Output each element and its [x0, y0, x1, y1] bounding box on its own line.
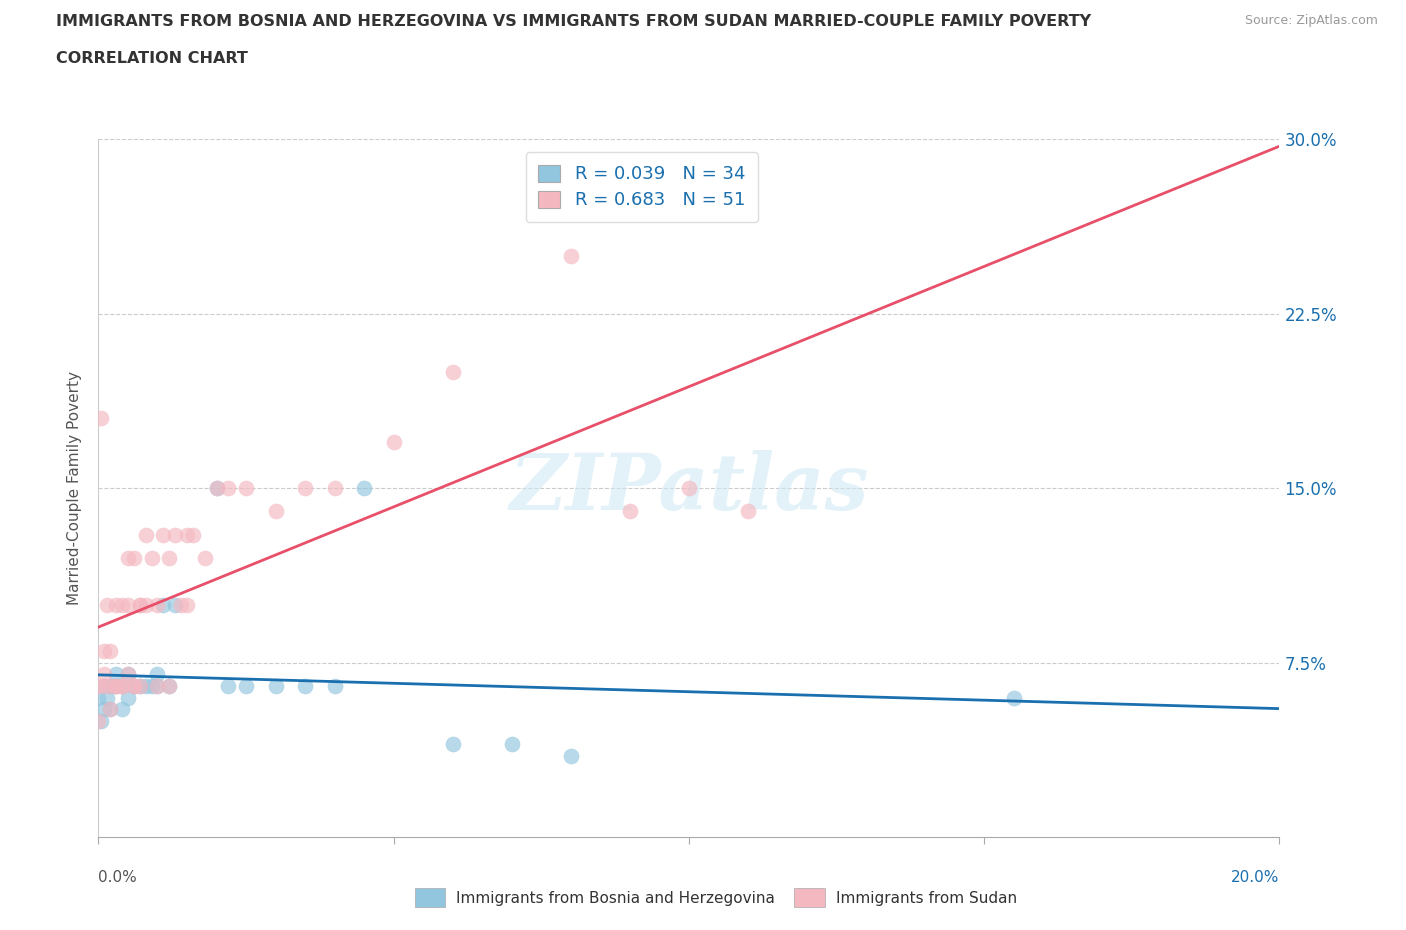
Point	[619, 504, 641, 519]
Point	[98, 701, 121, 716]
Point	[560, 748, 582, 763]
Point	[93, 679, 115, 694]
Point	[146, 597, 169, 612]
Point	[235, 679, 257, 694]
Text: IMMIGRANTS FROM BOSNIA AND HERZEGOVINA VS IMMIGRANTS FROM SUDAN MARRIED-COUPLE F: IMMIGRANTS FROM BOSNIA AND HERZEGOVINA V…	[56, 14, 1091, 29]
Point	[176, 527, 198, 542]
Point	[93, 679, 115, 694]
Point	[135, 597, 157, 612]
Point	[217, 481, 239, 496]
Point	[105, 679, 128, 694]
Point	[323, 481, 346, 496]
Point	[146, 667, 169, 682]
Point	[382, 434, 405, 449]
Point	[141, 551, 163, 565]
Point	[205, 481, 228, 496]
Point	[146, 679, 169, 694]
Point	[93, 644, 115, 658]
Point	[294, 481, 316, 496]
Point	[117, 667, 139, 682]
Point	[264, 679, 287, 694]
Point	[111, 597, 134, 612]
Point	[235, 481, 257, 496]
Point	[111, 701, 134, 716]
Point	[176, 597, 198, 612]
Point	[93, 701, 115, 716]
Point	[135, 527, 157, 542]
Point	[122, 551, 145, 565]
Point	[117, 551, 139, 565]
Point	[111, 679, 134, 694]
Point	[157, 679, 180, 694]
Point	[135, 679, 157, 694]
Point	[128, 679, 150, 694]
Point	[122, 679, 145, 694]
Point	[87, 690, 110, 705]
Point	[128, 597, 150, 612]
Point	[90, 411, 112, 426]
Point	[157, 551, 180, 565]
Point	[217, 679, 239, 694]
Point	[181, 527, 204, 542]
Point	[152, 527, 174, 542]
Point	[105, 667, 128, 682]
Legend: R = 0.039   N = 34, R = 0.683   N = 51: R = 0.039 N = 34, R = 0.683 N = 51	[526, 152, 758, 222]
Text: 20.0%: 20.0%	[1232, 870, 1279, 884]
Y-axis label: Married-Couple Family Poverty: Married-Couple Family Poverty	[67, 371, 83, 605]
Point	[96, 690, 118, 705]
Point	[1002, 690, 1025, 705]
Text: 0.0%: 0.0%	[98, 870, 138, 884]
Point	[678, 481, 700, 496]
Point	[98, 644, 121, 658]
Point	[165, 597, 187, 612]
Point	[117, 690, 139, 705]
Point	[93, 667, 115, 682]
Point	[353, 481, 375, 496]
Text: Immigrants from Bosnia and Herzegovina: Immigrants from Bosnia and Herzegovina	[457, 891, 775, 906]
Point	[194, 551, 217, 565]
Point	[105, 679, 128, 694]
Point	[264, 504, 287, 519]
Point	[152, 597, 174, 612]
Point	[96, 597, 118, 612]
Text: Source: ZipAtlas.com: Source: ZipAtlas.com	[1244, 14, 1378, 27]
Point	[205, 481, 228, 496]
Point	[737, 504, 759, 519]
Point	[157, 679, 180, 694]
Point	[170, 597, 193, 612]
Point	[111, 679, 134, 694]
Point	[90, 713, 112, 728]
Point	[98, 679, 121, 694]
Point	[117, 667, 139, 682]
Point	[122, 679, 145, 694]
Point	[122, 679, 145, 694]
Point	[122, 679, 145, 694]
Point	[294, 679, 316, 694]
Point	[117, 597, 139, 612]
Point	[323, 679, 346, 694]
Point	[128, 597, 150, 612]
Text: CORRELATION CHART: CORRELATION CHART	[56, 51, 247, 66]
Point	[87, 713, 110, 728]
Text: Immigrants from Sudan: Immigrants from Sudan	[837, 891, 1017, 906]
Point	[87, 679, 110, 694]
Point	[98, 701, 121, 716]
Point	[501, 737, 523, 751]
Point	[105, 597, 128, 612]
Point	[441, 737, 464, 751]
Point	[128, 679, 150, 694]
Point	[105, 679, 128, 694]
Point	[111, 679, 134, 694]
Point	[560, 248, 582, 263]
Point	[98, 679, 121, 694]
Point	[146, 679, 169, 694]
Point	[441, 365, 464, 379]
Point	[141, 679, 163, 694]
Text: ZIPatlas: ZIPatlas	[509, 450, 869, 526]
Point	[165, 527, 187, 542]
